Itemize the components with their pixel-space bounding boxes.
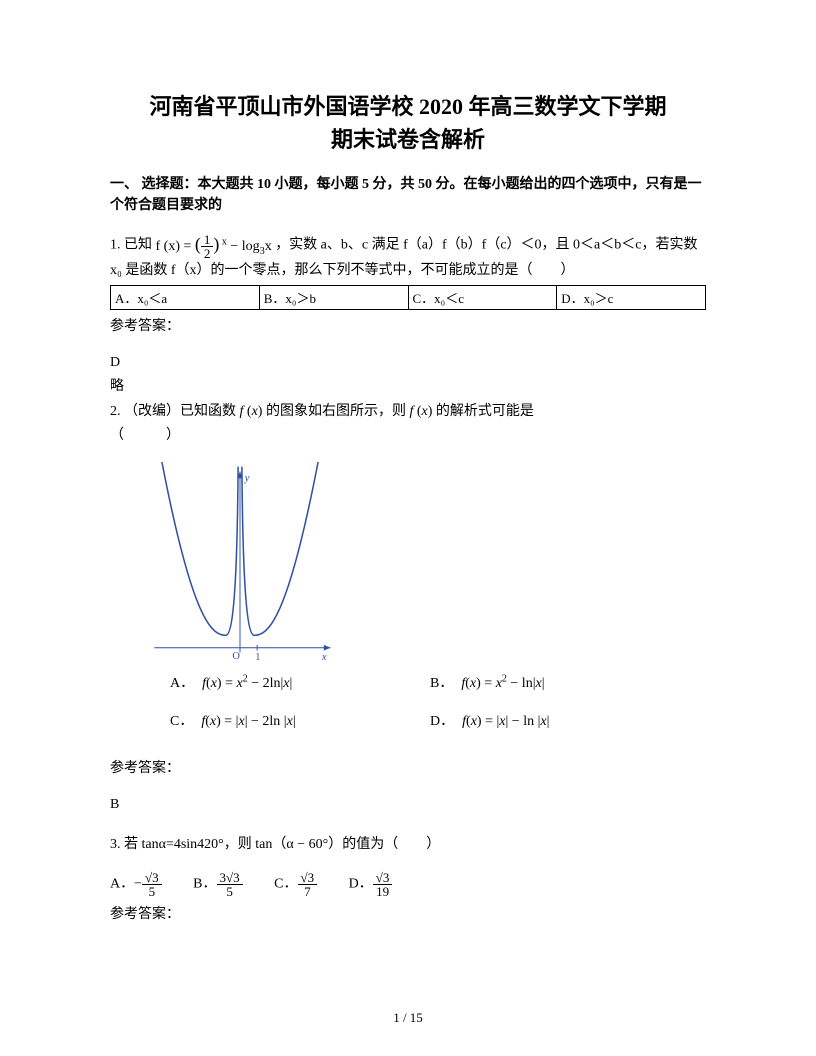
- title-line-1: 河南省平顶山市外国语学校 2020 年高三数学文下学期: [110, 90, 706, 123]
- q2-answer: B: [110, 794, 706, 816]
- q2-opt-b: B．f(x) = x2 − ln|x|: [430, 672, 690, 692]
- q2-answer-label: 参考答案：: [110, 758, 706, 780]
- q2-graph: 1 O x y: [140, 462, 340, 662]
- q3-options: A．−√35 B．3√35 C．√37 D．√319: [110, 871, 706, 898]
- q2-paren: （ ）: [110, 425, 706, 447]
- q1-prefix: 1. 已知: [110, 237, 152, 252]
- q2-opts-row-1: A．f(x) = x2 − 2ln|x| B．f(x) = x2 − ln|x|: [170, 672, 706, 692]
- page-title: 河南省平顶山市外国语学校 2020 年高三数学文下学期 期末试卷含解析: [110, 90, 706, 156]
- curve-right: [242, 462, 318, 635]
- q1-brief: 略: [110, 376, 706, 398]
- q1-opt-d: D．x₀＞c: [557, 285, 706, 309]
- q3-opt-b: B．3√35: [193, 871, 242, 898]
- page-footer: 1 / 15: [0, 1010, 816, 1026]
- q2-opt-d: D．f(x) = |x| − ln |x|: [430, 710, 690, 730]
- q2-opt-a: A．f(x) = x2 − 2ln|x|: [170, 672, 430, 692]
- q1-opt-a: A．x₀＜a: [111, 285, 260, 309]
- q1-answer: D: [110, 352, 706, 374]
- q1-opt-b: B．x₀＞b: [259, 285, 408, 309]
- q3-opt-c: C．√37: [274, 871, 317, 898]
- q1-answer-label: 参考答案：: [110, 316, 706, 338]
- y-axis-label: y: [244, 473, 250, 484]
- q1-options-table: A．x₀＜a B．x₀＞b C．x₀＜c D．x₀＞c: [110, 285, 706, 310]
- question-1: 1. 已知 f (x) = (12) x − log3x ，实数 a、b、c 满…: [110, 230, 706, 283]
- question-2: 2. （改编）已知函数 f (x) 的图象如右图所示，则 f (x) 的解析式可…: [110, 401, 706, 423]
- title-line-2: 期末试卷含解析: [110, 123, 706, 156]
- x-tick-1-label: 1: [255, 652, 260, 662]
- q1-opt-c: C．x₀＜c: [408, 285, 557, 309]
- section-1-heading: 一、 选择题：本大题共 10 小题，每小题 5 分，共 50 分。在每小题给出的…: [110, 174, 706, 216]
- q1-formula: f (x) = (12) x − log3x: [156, 230, 272, 260]
- q3-opt-a: A．−√35: [110, 871, 162, 898]
- question-3: 3. 若 tanα=4sin420°，则 tan（α − 60°）的值为（ ）: [110, 834, 706, 856]
- x-axis-label: x: [321, 652, 327, 662]
- q3-opt-d: D．√319: [349, 871, 393, 898]
- q3-answer-label: 参考答案：: [110, 904, 706, 926]
- origin-label: O: [232, 651, 240, 662]
- x-axis-arrow: [324, 644, 331, 650]
- q2-opts-row-2: C．f(x) = |x| − 2ln |x| D．f(x) = |x| − ln…: [170, 710, 706, 730]
- q2-opt-c: C．f(x) = |x| − 2ln |x|: [170, 710, 430, 730]
- curve-left: [162, 462, 238, 635]
